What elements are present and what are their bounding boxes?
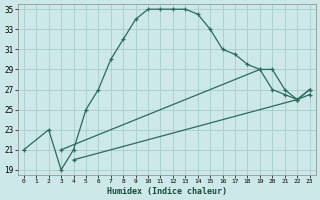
X-axis label: Humidex (Indice chaleur): Humidex (Indice chaleur)	[107, 187, 227, 196]
